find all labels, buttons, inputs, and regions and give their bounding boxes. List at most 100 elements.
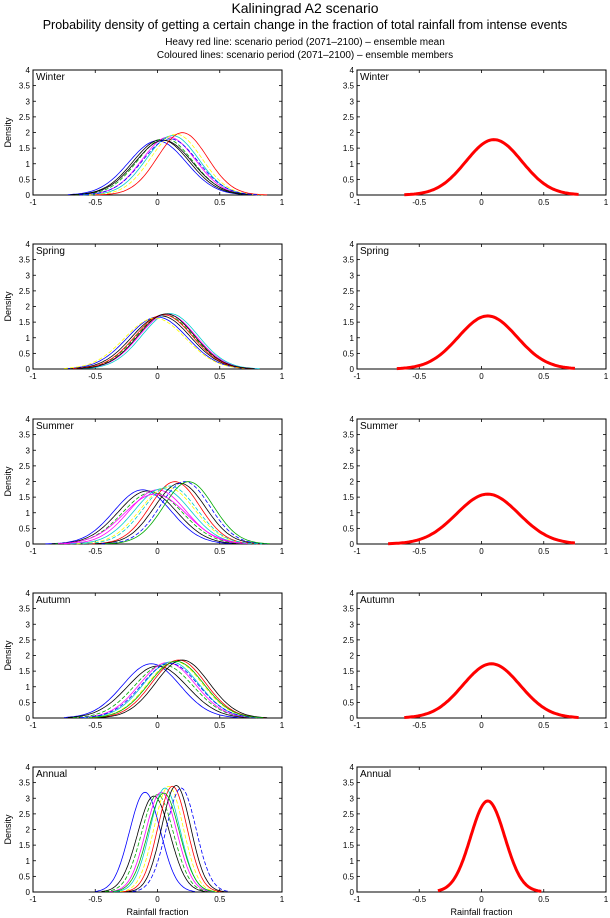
y-tick-label: 3 bbox=[26, 271, 31, 280]
y-tick-label: 3.5 bbox=[343, 779, 355, 788]
y-tick-label: 3.5 bbox=[343, 605, 355, 614]
ensemble-member-line bbox=[89, 660, 264, 718]
y-axis-label: Density bbox=[3, 291, 13, 322]
x-axis-label: Rainfall fraction bbox=[450, 907, 512, 917]
y-tick-label: 2.5 bbox=[343, 113, 355, 122]
y-tick-label: 1 bbox=[350, 857, 355, 866]
y-tick-label: 1 bbox=[26, 160, 31, 169]
x-tick-label: -1 bbox=[29, 372, 37, 381]
y-axis-label: Density bbox=[3, 466, 13, 497]
x-tick-label: 1 bbox=[604, 198, 609, 207]
y-tick-label: 3 bbox=[350, 97, 355, 106]
y-tick-label: 1.5 bbox=[19, 318, 31, 327]
y-tick-label: 2.5 bbox=[343, 636, 355, 645]
x-tick-label: 1 bbox=[604, 372, 609, 381]
y-tick-label: 0.5 bbox=[343, 175, 355, 184]
y-tick-label: 0.5 bbox=[19, 872, 31, 881]
x-tick-label: -0.5 bbox=[412, 721, 426, 730]
season-label: Summer bbox=[360, 421, 398, 432]
x-tick-label: -0.5 bbox=[412, 198, 426, 207]
ensemble-member-line bbox=[64, 317, 245, 369]
plot-frame-spring-mean bbox=[356, 243, 607, 370]
plot-frame-autumn-members bbox=[32, 592, 283, 719]
y-tick-label: 4 bbox=[350, 415, 355, 424]
y-tick-label: 2.5 bbox=[343, 810, 355, 819]
y-tick-label: 2 bbox=[350, 652, 355, 661]
x-tick-label: -0.5 bbox=[88, 895, 102, 904]
y-tick-label: 1 bbox=[26, 334, 31, 343]
y-tick-label: 0 bbox=[350, 365, 355, 374]
x-tick-label: 0 bbox=[155, 721, 160, 730]
ensemble-member-line bbox=[101, 481, 268, 545]
y-tick-label: 1.5 bbox=[343, 493, 355, 502]
x-tick-label: 1 bbox=[604, 547, 609, 556]
x-tick-label: -1 bbox=[29, 895, 37, 904]
x-tick-label: -0.5 bbox=[412, 895, 426, 904]
ensemble-member-line bbox=[76, 486, 258, 545]
y-tick-label: 1 bbox=[26, 857, 31, 866]
ensemble-member-line bbox=[64, 663, 239, 718]
y-tick-label: 3.5 bbox=[343, 256, 355, 265]
x-tick-label: 1 bbox=[280, 895, 285, 904]
y-tick-label: 1 bbox=[26, 683, 31, 692]
ensemble-member-line bbox=[57, 493, 248, 544]
y-tick-label: 3.5 bbox=[19, 431, 31, 440]
y-tick-label: 1.5 bbox=[19, 667, 31, 676]
x-tick-label: -0.5 bbox=[88, 198, 102, 207]
ensemble-member-line bbox=[95, 482, 265, 545]
x-tick-label: 0 bbox=[155, 198, 160, 207]
y-tick-label: 3 bbox=[26, 794, 31, 803]
ensemble-member-line bbox=[72, 664, 253, 718]
x-tick-label: 0.5 bbox=[214, 372, 226, 381]
ensemble-member-line bbox=[51, 490, 239, 545]
y-tick-label: 0 bbox=[26, 714, 31, 723]
y-tick-label: 3 bbox=[26, 97, 31, 106]
ensemble-member-line bbox=[80, 313, 258, 369]
y-tick-label: 3.5 bbox=[343, 82, 355, 91]
y-tick-label: 2.5 bbox=[19, 636, 31, 645]
y-tick-label: 2 bbox=[26, 129, 31, 138]
ensemble-member-line bbox=[126, 784, 227, 893]
plot-frame-autumn-mean bbox=[356, 592, 607, 719]
y-tick-label: 3 bbox=[350, 620, 355, 629]
y-tick-label: 2.5 bbox=[343, 287, 355, 296]
ensemble-mean-line bbox=[404, 662, 579, 719]
x-tick-label: 1 bbox=[280, 721, 285, 730]
legend-line-members: Coloured lines: scenario period (2071–21… bbox=[156, 50, 454, 61]
plot-frame-winter-mean bbox=[356, 69, 607, 196]
y-tick-label: 4 bbox=[26, 763, 31, 772]
x-tick-label: 0 bbox=[479, 547, 484, 556]
y-tick-label: 2 bbox=[26, 478, 31, 487]
ensemble-member-line bbox=[101, 795, 205, 892]
x-tick-label: 0 bbox=[479, 721, 484, 730]
ensemble-member-line bbox=[112, 792, 215, 892]
x-tick-label: 0.5 bbox=[214, 721, 226, 730]
y-tick-label: 1 bbox=[350, 160, 355, 169]
ensemble-member-line bbox=[105, 481, 270, 545]
x-tick-label: 0.5 bbox=[538, 895, 550, 904]
x-tick-label: 0.5 bbox=[214, 198, 226, 207]
y-tick-label: 1.5 bbox=[19, 841, 31, 850]
plot-frame-summer-mean bbox=[356, 418, 607, 545]
ensemble-member-line bbox=[120, 785, 220, 893]
season-label: Annual bbox=[360, 769, 391, 780]
y-tick-label: 3.5 bbox=[343, 431, 355, 440]
season-label: Spring bbox=[36, 246, 65, 257]
ensemble-member-line bbox=[82, 661, 260, 719]
season-label: Winter bbox=[36, 72, 66, 83]
y-tick-label: 4 bbox=[350, 66, 355, 75]
y-tick-label: 0.5 bbox=[19, 349, 31, 358]
ensemble-member-line bbox=[97, 659, 268, 718]
y-tick-label: 2.5 bbox=[19, 113, 31, 122]
y-tick-label: 1.5 bbox=[343, 318, 355, 327]
ensemble-member-line bbox=[67, 316, 248, 369]
y-tick-label: 2.5 bbox=[19, 287, 31, 296]
y-tick-label: 0.5 bbox=[19, 175, 31, 184]
y-tick-label: 3.5 bbox=[19, 779, 31, 788]
y-tick-label: 1 bbox=[350, 683, 355, 692]
y-tick-label: 3 bbox=[350, 794, 355, 803]
y-tick-label: 0.5 bbox=[343, 872, 355, 881]
y-tick-label: 4 bbox=[26, 415, 31, 424]
x-tick-label: -1 bbox=[29, 721, 37, 730]
season-label: Winter bbox=[360, 72, 390, 83]
